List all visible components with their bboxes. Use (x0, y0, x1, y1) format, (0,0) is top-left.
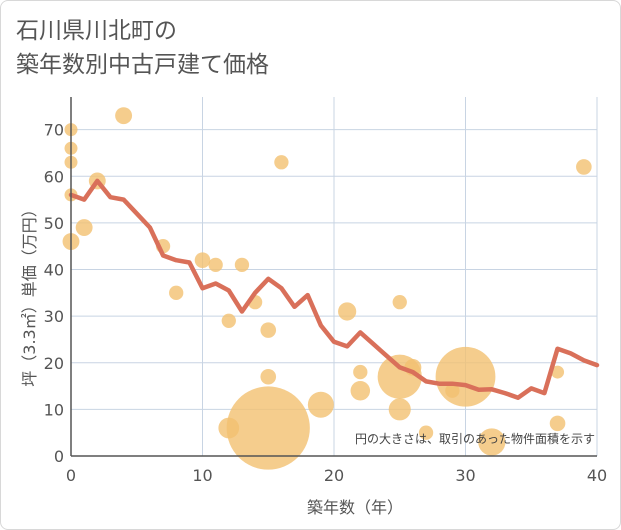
bubble-10 (194, 252, 211, 268)
chart-title-line-1: 石川県川北町の (16, 18, 177, 44)
y-tick-label-6: 60 (44, 167, 64, 186)
y-tick-label-4: 40 (44, 261, 64, 280)
y-tick-label-3: 30 (44, 307, 64, 326)
bubble-21 (338, 302, 357, 321)
bubble-7 (115, 107, 133, 125)
trend-line-group (68, 178, 600, 400)
trend-line (68, 178, 600, 400)
size-note: 円の大きさは、取引のあった物件面積を示す (355, 431, 595, 446)
chart-title: 石川県川北町の 築年数別中古戸建て価格 (16, 14, 269, 82)
tick-labels: 0 10 20 30 40 0 10 20 30 40 50 60 70 (44, 121, 608, 485)
bubble-23 (350, 380, 371, 401)
bubble-31 (478, 428, 506, 456)
bubble-5 (75, 219, 93, 236)
bubble-16 (260, 322, 277, 338)
bubble-33 (549, 415, 566, 432)
bubble-22 (353, 364, 368, 380)
x-tick-label-1: 10 (192, 466, 212, 485)
bubble-24 (392, 294, 407, 310)
x-tick-label-4: 40 (587, 466, 607, 485)
y-tick-label-5: 50 (44, 214, 64, 233)
bubble-28 (418, 425, 434, 440)
bubble-9 (169, 285, 184, 300)
bubble-34 (576, 159, 592, 175)
bubble-17 (260, 368, 277, 385)
x-axis-label: 築年数（年） (307, 498, 403, 517)
y-tick-label-1: 10 (44, 400, 64, 419)
x-tick-label-0: 0 (66, 466, 76, 485)
bubble-12 (221, 313, 236, 328)
bubble-18 (226, 386, 310, 470)
y-tick-label-0: 0 (54, 447, 64, 466)
y-axis-label: 坪（3.3㎡）単価（万円） (20, 201, 39, 386)
bubbles (62, 107, 592, 470)
axes (70, 97, 597, 457)
bubble-20 (307, 391, 334, 418)
x-tick-label-3: 30 (455, 466, 475, 485)
bubble-32 (551, 365, 565, 379)
bubble-30 (435, 346, 496, 407)
bubble-26 (388, 398, 411, 421)
bubble-19 (274, 155, 289, 170)
bubble-14 (234, 257, 250, 272)
y-tick-label-7: 70 (44, 121, 64, 140)
y-tick-label-2: 20 (44, 354, 64, 373)
grid-lines (71, 97, 598, 456)
x-tick-label-2: 20 (324, 466, 344, 485)
bubble-11 (208, 257, 223, 272)
chart-title-line-2: 築年数別中古戸建て価格 (16, 52, 269, 78)
